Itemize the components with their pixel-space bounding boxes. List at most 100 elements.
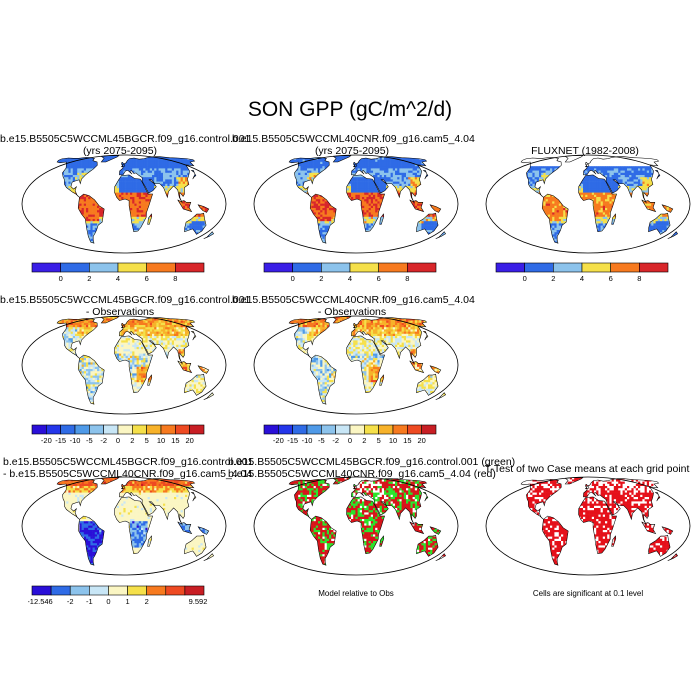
coastline (520, 477, 678, 566)
map-border (485, 476, 691, 576)
colorbar-swatch (175, 424, 190, 435)
colorbar-swatch (189, 424, 205, 435)
map-field (289, 316, 446, 405)
map-border (485, 154, 691, 254)
colorbar-panel-5: -20 -15 -10 -5 -2 0 2 5 10 15 20 (263, 424, 437, 445)
map-border (253, 315, 459, 415)
colorbar-tick-label: -5 (86, 436, 93, 445)
colorbar-tick-label: 15 (403, 436, 411, 445)
colorbar-swatch (127, 585, 147, 596)
colorbar-swatch (31, 424, 47, 435)
coastline (56, 316, 214, 405)
colorbar-swatch (292, 262, 322, 273)
panel-1-title-line1: b.e15.B5505C5WCCML45BGCR.f09_g16.control… (0, 133, 250, 145)
colorbar-swatch (263, 424, 279, 435)
colorbar-tick-label: 6 (609, 274, 613, 283)
colorbar-swatch (165, 585, 186, 596)
colorbar-swatch (160, 424, 176, 435)
colorbar-swatch (103, 424, 119, 435)
colorbar-swatch (117, 262, 147, 273)
panel-4-title-line1: b.e15.B5505C5WCCML45BGCR.f09_g16.control… (0, 294, 250, 306)
colorbar-swatch (610, 262, 640, 273)
colorbar-panel-6: -12.546 -2 -1 0 1 2 9.592 (28, 585, 207, 606)
colorbar-swatch (378, 262, 408, 273)
colorbar-swatch (146, 585, 167, 596)
map-panel-4 (21, 315, 227, 415)
map-field (57, 477, 214, 566)
map-field (521, 155, 678, 244)
colorbar-tick-label: 0 (523, 274, 527, 283)
colorbar-panel-3: 0 2 4 6 8 (495, 262, 669, 283)
colorbar-swatch (89, 262, 119, 273)
coastline (56, 477, 214, 566)
colorbar-tick-label: -15 (287, 436, 298, 445)
panel-1-title-line2: (yrs 2075-2095) (0, 145, 240, 157)
colorbar-swatch (407, 424, 422, 435)
colorbar-swatch (321, 262, 351, 273)
colorbar-swatch (263, 262, 293, 273)
map-panel-6 (21, 476, 227, 576)
panel-8-note: Cells are significant at 0.1 level (484, 589, 692, 598)
panel-4-title: b.e15.B5505C5WCCML45BGCR.f09_g16.control… (0, 294, 250, 318)
colorbar-swatch (639, 262, 669, 273)
map-border (21, 315, 227, 415)
colorbar-tick-label: 4 (580, 274, 584, 283)
colorbar-tick-label: 2 (362, 436, 366, 445)
colorbar-swatch (108, 585, 128, 596)
colorbar-swatch (74, 424, 90, 435)
map-panel-2 (253, 154, 459, 254)
map-field (289, 477, 446, 566)
colorbar-tick-label: 0 (291, 274, 295, 283)
colorbar-swatch (69, 585, 90, 596)
map-panel-5 (253, 315, 459, 415)
colorbar-swatch (306, 424, 322, 435)
colorbar-tick-label: 10 (157, 436, 165, 445)
colorbar-swatch (50, 585, 71, 596)
colorbar-swatch (364, 424, 379, 435)
colorbar-swatch (60, 424, 76, 435)
coastline (288, 477, 446, 566)
colorbar-tick-label: 6 (377, 274, 381, 283)
colorbar-tick-label: -12.546 (28, 597, 53, 606)
map-panel-1 (21, 154, 227, 254)
colorbar-swatch (349, 262, 379, 273)
panel-2-title: b.e15.B5505C5WCCML40CNR.f09_g16.cam5_4.0… (232, 133, 475, 157)
colorbar-panel-4: -20 -15 -10 -5 -2 0 2 5 10 15 20 (31, 424, 205, 445)
panel-6-title: b.e15.B5505C5WCCML45BGCR.f09_g16.control… (0, 456, 253, 480)
colorbar-tick-label: 5 (145, 436, 149, 445)
colorbar-swatch (31, 585, 52, 596)
main-title: SON GPP (gC/m^2/d) (0, 98, 700, 122)
colorbar-swatch (46, 424, 61, 435)
colorbar-tick-label: -10 (302, 436, 313, 445)
colorbar-swatch (349, 424, 365, 435)
panel-6-title-line2: - b.e15.B5505C5WCCML40CNR.f09_g16.cam5_4… (3, 468, 252, 480)
panel-7-title-line1: b.e15.B5505C5WCCML45BGCR.f09_g16.control… (228, 456, 515, 468)
map-border (21, 476, 227, 576)
coastline (520, 155, 678, 244)
panel-8-title: T-Test of two Case means at each grid po… (474, 463, 700, 475)
colorbar-swatch (60, 262, 90, 273)
colorbar-tick-label: 2 (130, 436, 134, 445)
colorbar-tick-label: 6 (145, 274, 149, 283)
colorbar-swatch (278, 424, 293, 435)
colorbar-panel-2: 0 2 4 6 8 (263, 262, 437, 283)
panel-7-note: Model relative to Obs (252, 589, 460, 598)
colorbar-swatch (175, 262, 205, 273)
coastline (288, 316, 446, 405)
map-field (57, 155, 214, 244)
colorbar-tick-label: 20 (185, 436, 193, 445)
colorbar-tick-label: 8 (637, 274, 641, 283)
colorbar-swatch (378, 424, 394, 435)
colorbar-swatch (421, 424, 437, 435)
map-panel-3 (485, 154, 691, 254)
colorbar-swatch (335, 424, 351, 435)
colorbar-tick-label: -1 (86, 597, 93, 606)
map-field (521, 477, 678, 566)
colorbar-tick-label: 2 (87, 274, 91, 283)
panel-6-title-line1: b.e15.B5505C5WCCML45BGCR.f09_g16.control… (3, 456, 253, 468)
colorbar-tick-label: 4 (116, 274, 120, 283)
colorbar-tick-label: 2 (145, 597, 149, 606)
colorbar-swatch (524, 262, 554, 273)
colorbar-swatch (321, 424, 336, 435)
map-field (57, 316, 214, 405)
